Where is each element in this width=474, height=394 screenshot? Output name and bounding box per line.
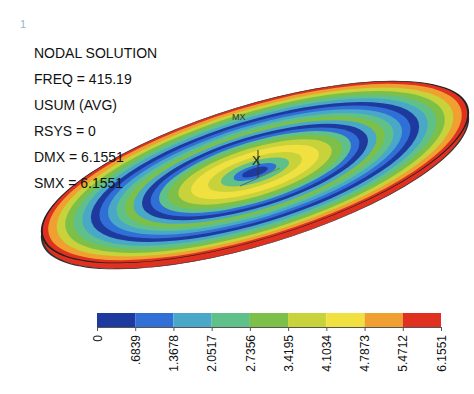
- colorbar-segment: [326, 313, 364, 327]
- tick: 1.3678: [167, 327, 181, 372]
- tick: 5.4712: [396, 327, 410, 372]
- tick: 2.7356: [244, 327, 258, 372]
- axis-line: [98, 327, 442, 328]
- tick-mark: [97, 327, 98, 331]
- chart: MX X 1 NODAL SOLUTION FREQ = 415.19 USUM (AVG…: [0, 0, 474, 394]
- tick: 3.4195: [282, 327, 296, 372]
- tick-mark: [173, 327, 174, 331]
- tick-label: 3.4195: [282, 335, 296, 372]
- annotation: DMX = 6.1551: [34, 149, 124, 165]
- ring: [151, 114, 360, 230]
- ring: [23, 43, 474, 300]
- colorbar-segment: [173, 313, 211, 327]
- annotation: USUM (AVG): [34, 97, 117, 113]
- colorbar-segment: [135, 313, 173, 327]
- annotation: RSYS = 0: [34, 123, 96, 139]
- tick-mark: [326, 327, 327, 331]
- triad: [240, 150, 280, 186]
- ring: [132, 104, 378, 240]
- colorbar-segment: [212, 313, 250, 327]
- tick-mark: [250, 327, 251, 331]
- tick-label: 0: [91, 335, 105, 342]
- ring: [204, 144, 306, 201]
- tick-mark: [135, 327, 136, 331]
- tick-mark: [365, 327, 366, 331]
- tick-mark: [212, 327, 213, 331]
- ring: [86, 78, 424, 266]
- colorbar-segment: [288, 313, 326, 327]
- annotation: FREQ = 415.19: [34, 71, 132, 87]
- tick-label: 4.1034: [320, 335, 334, 372]
- colorbar-axis: 0 .6839 1.3678 2.0517 2.7356 3.4195 4.1034 4.78…: [91, 327, 449, 372]
- tick-label: 5.4712: [396, 335, 410, 372]
- ring: [104, 88, 405, 255]
- tick: .6839: [129, 327, 143, 365]
- tick-label: .6839: [129, 335, 143, 365]
- ring: [95, 83, 415, 260]
- triad-axis: [258, 168, 280, 178]
- tick-label: 1.3678: [167, 335, 181, 372]
- ring: [185, 133, 324, 210]
- ring: [123, 99, 387, 246]
- triad-label: MX: [232, 112, 246, 122]
- ring: [172, 126, 339, 219]
- rings: [23, 43, 474, 300]
- ring: [58, 63, 452, 282]
- tick-label: 6.1551: [435, 335, 449, 372]
- ring: [160, 119, 350, 224]
- colorbar-segment: [250, 313, 288, 327]
- tick-mark: [441, 327, 442, 331]
- tick-label: 2.7356: [244, 335, 258, 372]
- colorbar-segment: [97, 313, 135, 327]
- colorbar: [97, 313, 441, 327]
- tick: 0: [91, 327, 105, 342]
- tick: 2.0517: [205, 327, 219, 372]
- disk: [23, 43, 474, 300]
- ring: [30, 47, 474, 296]
- triad-label: X: [252, 153, 261, 168]
- tick-mark: [288, 327, 289, 331]
- ring: [114, 94, 397, 251]
- ring: [218, 151, 292, 192]
- ring: [141, 109, 368, 235]
- ring: [49, 58, 462, 287]
- ring: [77, 73, 434, 271]
- tick-label: 2.0517: [205, 335, 219, 372]
- ring: [39, 52, 470, 291]
- colorbar-segment: [403, 313, 441, 327]
- tick-mark: [403, 327, 404, 331]
- annotation: SMX = 6.1551: [34, 175, 123, 191]
- tick: 4.1034: [320, 327, 334, 372]
- tick: 6.1551: [435, 327, 449, 372]
- triad-axis: [240, 178, 258, 186]
- ring: [67, 68, 442, 276]
- colorbar-segment: [365, 313, 403, 327]
- title: NODAL SOLUTION: [34, 45, 157, 61]
- figure-number: 1: [20, 18, 26, 30]
- tick: 4.7873: [358, 327, 372, 372]
- tick-label: 4.7873: [358, 335, 372, 372]
